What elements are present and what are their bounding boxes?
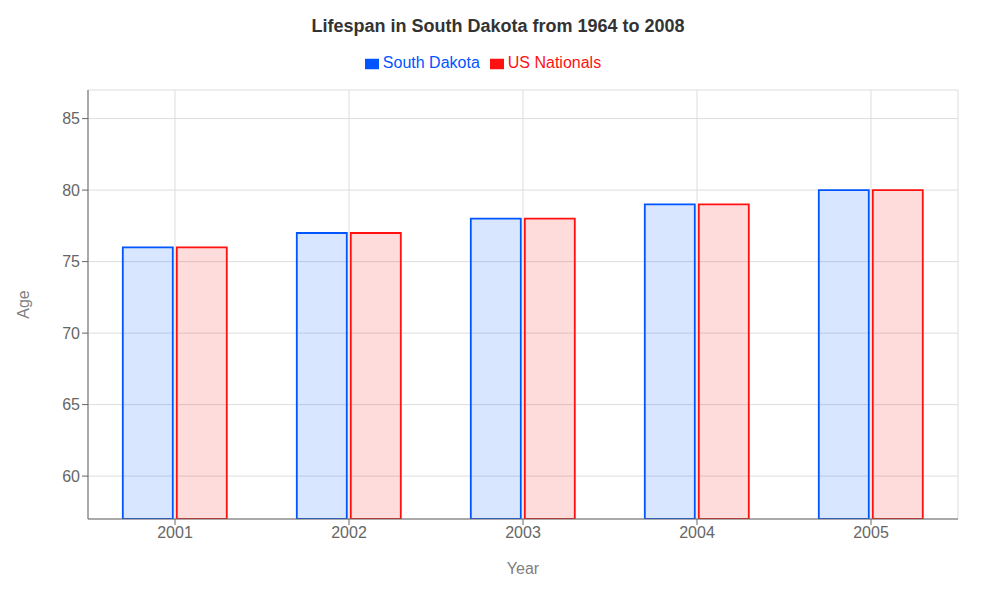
svg-text:2005: 2005 bbox=[853, 524, 889, 541]
svg-text:70: 70 bbox=[62, 325, 80, 342]
svg-text:2001: 2001 bbox=[157, 524, 193, 541]
svg-text:85: 85 bbox=[62, 110, 80, 127]
html-text:US Nationals: US Nationals bbox=[507, 54, 602, 71]
svg-text:Year: Year bbox=[507, 560, 540, 577]
svg-text:2003: 2003 bbox=[505, 524, 541, 541]
svg-text:2004: 2004 bbox=[679, 524, 715, 541]
svg-text:80: 80 bbox=[62, 182, 80, 199]
html-text:South Dakota: South Dakota bbox=[382, 54, 480, 71]
svg-text:2002: 2002 bbox=[331, 524, 367, 541]
svg-text:65: 65 bbox=[62, 396, 80, 413]
svg-text:60: 60 bbox=[62, 468, 80, 485]
svg-text:75: 75 bbox=[62, 253, 80, 270]
svg-text:Age: Age bbox=[15, 290, 32, 319]
html-text:Lifespan in South Dakota from: Lifespan in South Dakota from 1964 to 20… bbox=[311, 16, 685, 36]
